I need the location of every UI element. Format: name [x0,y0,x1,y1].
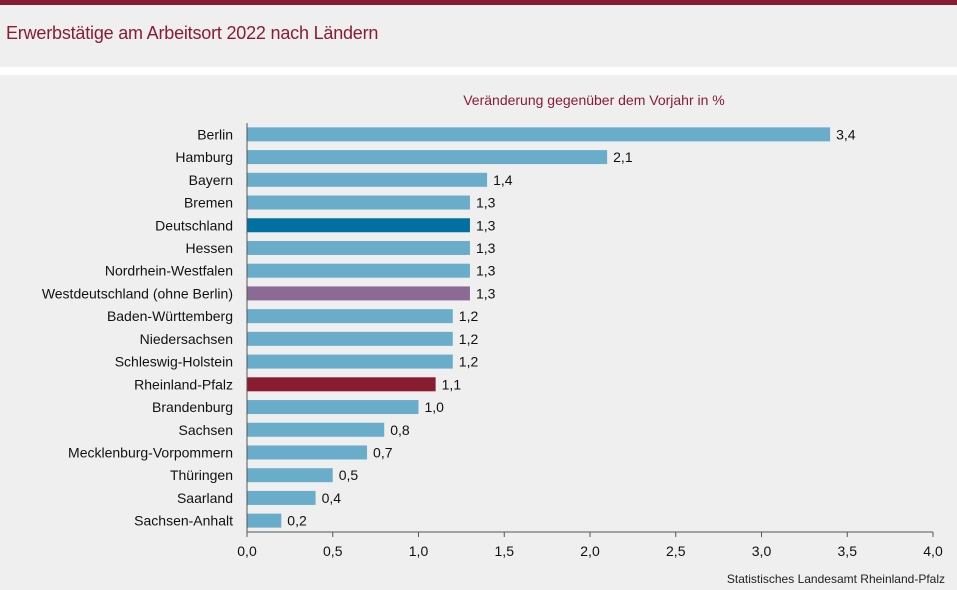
value-label-sachsen-anhalt: 0,2 [287,513,307,529]
x-tick-label: 3,0 [752,543,772,559]
bar-deutschland [247,218,470,233]
x-tick-label: 2,0 [580,543,600,559]
value-label-schleswig-holstein: 1,2 [459,354,479,370]
value-label-hessen: 1,3 [476,240,496,256]
chart-subtitle: Veränderung gegenüber dem Vorjahr in % [463,92,725,108]
value-label-sachsen: 0,8 [390,422,410,438]
category-label-saarland: Saarland [177,490,233,506]
x-tick-label: 3,5 [838,543,858,559]
category-label-brandenburg: Brandenburg [152,399,233,415]
value-label-westdeutschland-ohne-berlin: 1,3 [476,285,496,301]
bar-sachsen [247,422,385,437]
bar-mecklenburg-vorpommern [247,445,368,460]
category-label-nordrhein-westfalen: Nordrhein-Westfalen [105,263,233,279]
bar-brandenburg [247,400,419,415]
bar-saarland [247,490,316,505]
header-divider [0,67,957,75]
category-label-westdeutschland-ohne-berlin: Westdeutschland (ohne Berlin) [42,285,233,301]
value-label-nordrhein-westfalen: 1,3 [476,263,496,279]
bar-hessen [247,240,470,255]
value-label-hamburg: 2,1 [613,149,633,165]
bar-bayern [247,172,488,187]
x-tick-label: 0,0 [237,543,257,559]
category-label-deutschland: Deutschland [155,217,233,233]
category-label-rheinland-pfalz: Rheinland-Pfalz [134,376,233,392]
bar-baden-württemberg [247,309,453,324]
value-label-rheinland-pfalz: 1,1 [442,376,462,392]
category-label-mecklenburg-vorpommern: Mecklenburg-Vorpommern [68,444,233,460]
category-label-hessen: Hessen [186,240,233,256]
bar-rheinland-pfalz [247,377,436,392]
x-tick-label: 1,0 [409,543,429,559]
category-label-schleswig-holstein: Schleswig-Holstein [115,354,233,370]
page-title: Erwerbstätige am Arbeitsort 2022 nach Lä… [6,23,379,43]
category-label-bremen: Bremen [184,195,233,211]
value-label-mecklenburg-vorpommern: 0,7 [373,444,393,460]
bar-schleswig-holstein [247,354,453,369]
value-label-berlin: 3,4 [836,126,856,142]
source-note: Statistisches Landesamt Rheinland-Pfalz [726,572,945,586]
category-label-sachsen: Sachsen [179,422,233,438]
value-label-deutschland: 1,3 [476,217,496,233]
bar-niedersachsen [247,331,453,346]
value-label-brandenburg: 1,0 [425,399,445,415]
x-tick-label: 0,5 [323,543,343,559]
bar-thüringen [247,468,333,483]
category-label-hamburg: Hamburg [175,149,233,165]
value-label-bayern: 1,4 [493,172,513,188]
category-label-niedersachsen: Niedersachsen [140,331,233,347]
value-label-thüringen: 0,5 [339,467,359,483]
top-accent-bar [0,0,957,5]
x-tick-label: 4,0 [923,543,943,559]
value-label-saarland: 0,4 [322,490,342,506]
bar-berlin [247,127,831,142]
category-label-thüringen: Thüringen [170,467,233,483]
bar-westdeutschland-ohne-berlin [247,286,470,301]
x-tick-label: 1,5 [495,543,515,559]
bar-sachsen-anhalt [247,513,282,528]
value-label-baden-württemberg: 1,2 [459,308,479,324]
bar-nordrhein-westfalen [247,263,470,278]
x-tick-label: 2,5 [666,543,686,559]
bar-bremen [247,195,470,210]
category-label-sachsen-anhalt: Sachsen-Anhalt [134,513,233,529]
value-label-bremen: 1,3 [476,195,496,211]
category-label-baden-württemberg: Baden-Württemberg [107,308,233,324]
category-label-berlin: Berlin [197,126,233,142]
category-label-bayern: Bayern [189,172,233,188]
bar-hamburg [247,150,608,165]
value-label-niedersachsen: 1,2 [459,331,479,347]
